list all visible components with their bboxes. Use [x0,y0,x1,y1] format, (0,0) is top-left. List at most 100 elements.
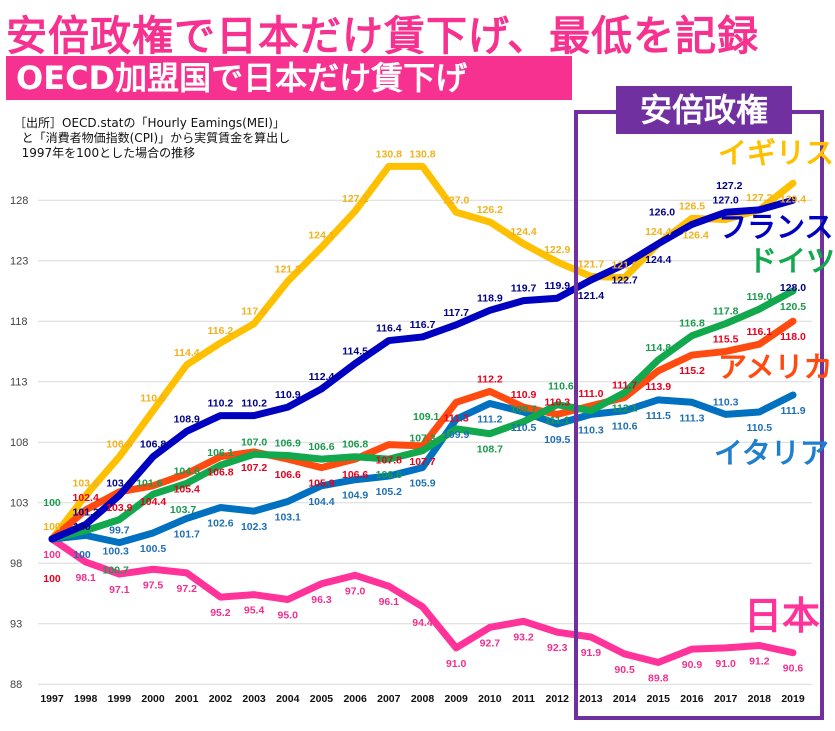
data-label: 106.8 [342,439,368,451]
data-label: 97.2 [177,583,198,595]
data-label: 92.3 [547,642,568,654]
data-label: 127.2 [746,192,772,204]
data-label: 104.9 [342,490,368,502]
data-label: 103.6 [106,477,132,489]
data-label: 107.0 [241,436,267,448]
legend-uk: イギリス [718,136,835,170]
data-label: 110.2 [208,398,234,410]
data-label: 111.1 [545,415,570,427]
data-label: 100 [43,521,61,533]
data-label: 110.5 [746,422,772,434]
data-label: 128.0 [780,282,806,294]
data-label: 109.7 [510,404,536,416]
data-label: 101.2 [73,506,99,518]
data-label: 111.5 [646,410,671,422]
y-tick-label: 128 [10,195,28,207]
data-label: 119.0 [746,291,772,303]
data-label: 100 [73,549,91,561]
y-tick-label: 93 [10,619,22,631]
data-label: 117.8 [241,306,267,318]
data-label: 116.8 [679,318,705,330]
data-label: 105.9 [308,478,334,490]
data-label: 118.9 [477,292,503,304]
x-tick-label: 2004 [276,693,300,705]
data-label: 108.7 [477,444,503,456]
y-tick-label: 123 [10,256,28,268]
x-tick-label: 2001 [175,693,199,705]
data-label: 106.1 [207,447,233,459]
data-label: 106.6 [308,441,334,453]
data-label: 114.4 [174,347,200,359]
data-label: 117.8 [713,306,739,318]
data-label: 112.1 [612,403,638,415]
data-label: 100.3 [103,545,129,557]
series-line-1 [48,196,797,543]
data-label: 95.0 [278,610,299,622]
data-label: 114.5 [342,346,368,358]
x-tick-label: 2003 [242,693,266,705]
data-label: 97.5 [143,579,164,591]
data-label: 127.0 [712,194,738,206]
legend-usa: アメリカ [718,350,833,384]
data-label: 112.4 [309,371,335,383]
data-label: 105.2 [376,486,402,498]
data-label: 130.8 [409,148,435,160]
legend-japan: 日本 [744,594,821,638]
data-label: 120.5 [780,301,806,313]
data-label: 110.3 [713,396,739,408]
series-line-4 [48,391,797,547]
y-tick-label: 103 [10,498,28,510]
data-label: 100 [43,573,61,585]
data-label: 115.5 [713,333,739,345]
data-label: 109.1 [413,411,439,423]
data-label: 119.9 [544,280,570,292]
data-label: 109.9 [443,429,469,441]
data-label: 116.1 [746,326,772,338]
data-label: 124.4 [645,254,671,266]
data-label: 95.4 [244,605,265,617]
data-label: 107.7 [409,456,435,468]
data-label: 90.6 [783,663,804,675]
data-label: 119.7 [511,283,537,295]
data-label: 96.3 [311,594,332,606]
data-label: 100.5 [140,543,166,555]
x-tick-label: 2005 [310,693,334,705]
data-label: 111.3 [444,412,469,424]
legend-france: フランス [718,210,834,244]
x-tick-label: 2012 [546,693,570,705]
data-label: 127.1 [342,193,368,205]
data-label: 116.4 [376,323,402,335]
x-tick-label: 2009 [445,693,469,705]
data-label: 104.4 [308,496,334,508]
y-tick-label: 88 [10,679,22,691]
data-label: 90.9 [682,659,703,671]
data-label: 90.5 [614,664,635,676]
x-tick-label: 2013 [579,693,603,705]
data-label: 111.9 [780,405,805,417]
data-label: 103.9 [106,502,132,514]
data-label: 102.3 [241,521,267,533]
data-label: 100.7 [103,565,129,577]
data-label: 121.6 [611,260,637,272]
series-line-2 [48,287,797,543]
data-label: 110.2 [241,398,267,410]
data-label: 113.9 [645,381,671,393]
data-label: 91.9 [581,647,602,659]
data-label: 91.0 [715,658,736,670]
data-label: 95.2 [210,607,231,619]
x-tick-label: 2016 [680,693,704,705]
legend-germany: ドイツ [748,244,835,278]
data-label: 102.6 [207,518,233,530]
data-label: 97.0 [345,585,366,597]
data-label: 114.8 [645,342,671,354]
data-label: 126.4 [682,230,708,242]
data-label: 110.6 [140,393,166,405]
data-label: 100 [43,497,61,509]
x-tick-label: 2000 [141,693,165,705]
series-line-5 [48,535,797,666]
data-label: 129.4 [780,193,806,205]
data-label: 122.7 [611,274,637,286]
data-label: 102.4 [73,492,99,504]
abe-period-label: 安倍政権 [616,86,792,134]
